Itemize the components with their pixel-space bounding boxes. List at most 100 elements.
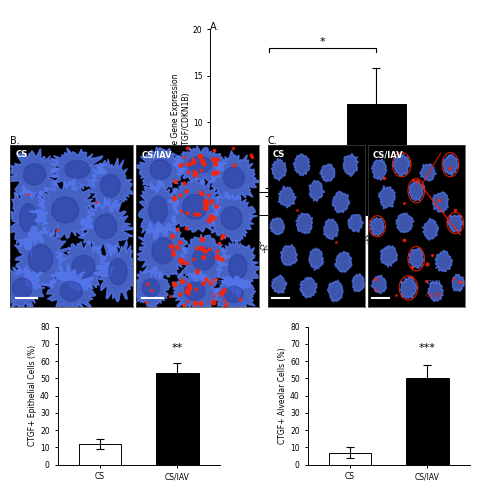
- Bar: [240, 192, 298, 215]
- Polygon shape: [152, 238, 174, 264]
- Polygon shape: [334, 251, 352, 272]
- Polygon shape: [94, 241, 139, 302]
- Polygon shape: [136, 222, 188, 279]
- Polygon shape: [184, 282, 205, 300]
- Polygon shape: [149, 197, 167, 224]
- Polygon shape: [65, 161, 90, 179]
- Polygon shape: [210, 151, 262, 200]
- Polygon shape: [168, 177, 222, 232]
- Polygon shape: [24, 164, 46, 185]
- Polygon shape: [408, 248, 424, 268]
- Bar: [329, 453, 372, 465]
- Polygon shape: [188, 156, 212, 173]
- Polygon shape: [352, 274, 364, 292]
- Text: A.: A.: [210, 22, 220, 32]
- Y-axis label: Relative Gene Expression
(CTGF/CDKN1B): Relative Gene Expression (CTGF/CDKN1B): [170, 74, 190, 171]
- Polygon shape: [224, 167, 244, 188]
- Polygon shape: [7, 184, 48, 257]
- Polygon shape: [324, 219, 338, 240]
- Polygon shape: [432, 192, 448, 212]
- Polygon shape: [100, 174, 120, 197]
- Polygon shape: [278, 186, 296, 208]
- Polygon shape: [182, 195, 207, 219]
- Polygon shape: [42, 263, 96, 314]
- Polygon shape: [271, 158, 286, 181]
- Polygon shape: [309, 180, 324, 201]
- Polygon shape: [320, 164, 335, 182]
- Polygon shape: [130, 266, 170, 309]
- Text: CS: CS: [16, 150, 28, 159]
- Polygon shape: [270, 218, 284, 235]
- Polygon shape: [132, 147, 186, 192]
- Polygon shape: [221, 207, 242, 229]
- Polygon shape: [174, 146, 227, 184]
- Text: CS/IAV: CS/IAV: [142, 150, 173, 159]
- Polygon shape: [300, 277, 317, 299]
- Y-axis label: CTGF+ Epithelial Cells (%): CTGF+ Epithelial Cells (%): [28, 345, 38, 446]
- Polygon shape: [12, 278, 32, 298]
- Polygon shape: [225, 286, 243, 302]
- Polygon shape: [378, 185, 395, 209]
- Polygon shape: [14, 226, 70, 290]
- Polygon shape: [20, 204, 37, 233]
- Bar: [406, 378, 448, 465]
- Polygon shape: [309, 248, 324, 271]
- Polygon shape: [393, 154, 410, 176]
- Polygon shape: [447, 215, 463, 232]
- Polygon shape: [328, 280, 343, 302]
- Polygon shape: [139, 180, 180, 243]
- Text: **: **: [172, 343, 183, 352]
- Text: CS/IAV: CS/IAV: [372, 150, 403, 159]
- Polygon shape: [296, 213, 312, 234]
- Polygon shape: [293, 154, 310, 176]
- Bar: [156, 373, 198, 465]
- Polygon shape: [88, 158, 132, 213]
- Text: CS: CS: [272, 150, 284, 159]
- Polygon shape: [372, 159, 387, 180]
- Polygon shape: [178, 234, 231, 282]
- Polygon shape: [370, 217, 384, 236]
- Polygon shape: [228, 255, 247, 279]
- Text: CTGF: CTGF: [426, 293, 443, 298]
- Polygon shape: [50, 242, 114, 291]
- Polygon shape: [420, 164, 436, 181]
- Polygon shape: [371, 275, 386, 294]
- Text: DAPI: DAPI: [426, 280, 440, 285]
- Polygon shape: [72, 256, 95, 278]
- Text: *: *: [320, 37, 326, 47]
- Polygon shape: [332, 191, 350, 213]
- Polygon shape: [435, 250, 452, 272]
- Polygon shape: [380, 245, 398, 268]
- Polygon shape: [344, 154, 358, 177]
- Polygon shape: [216, 240, 260, 298]
- Polygon shape: [4, 149, 59, 199]
- Polygon shape: [280, 245, 297, 266]
- Polygon shape: [408, 181, 424, 201]
- Polygon shape: [60, 281, 82, 301]
- Text: C.: C.: [268, 136, 277, 146]
- Polygon shape: [0, 266, 44, 311]
- Polygon shape: [428, 282, 444, 302]
- Text: DAPI: DAPI: [210, 280, 224, 285]
- Polygon shape: [108, 259, 127, 285]
- Polygon shape: [443, 154, 458, 176]
- Polygon shape: [78, 197, 136, 257]
- Polygon shape: [348, 214, 364, 232]
- Polygon shape: [52, 197, 78, 223]
- Polygon shape: [94, 214, 116, 239]
- Polygon shape: [422, 218, 438, 240]
- Polygon shape: [142, 279, 160, 297]
- Polygon shape: [50, 148, 107, 191]
- Polygon shape: [400, 277, 417, 298]
- Text: CTGF: CTGF: [210, 293, 226, 298]
- Bar: [346, 104, 406, 215]
- Polygon shape: [28, 178, 96, 239]
- Polygon shape: [192, 247, 214, 270]
- Polygon shape: [212, 276, 256, 314]
- Y-axis label: CTGF+ Alveolar Cells (%): CTGF+ Alveolar Cells (%): [278, 348, 287, 444]
- Text: B.: B.: [10, 136, 20, 146]
- Polygon shape: [150, 160, 171, 179]
- Polygon shape: [209, 192, 258, 242]
- Bar: [79, 444, 122, 465]
- Polygon shape: [396, 213, 414, 233]
